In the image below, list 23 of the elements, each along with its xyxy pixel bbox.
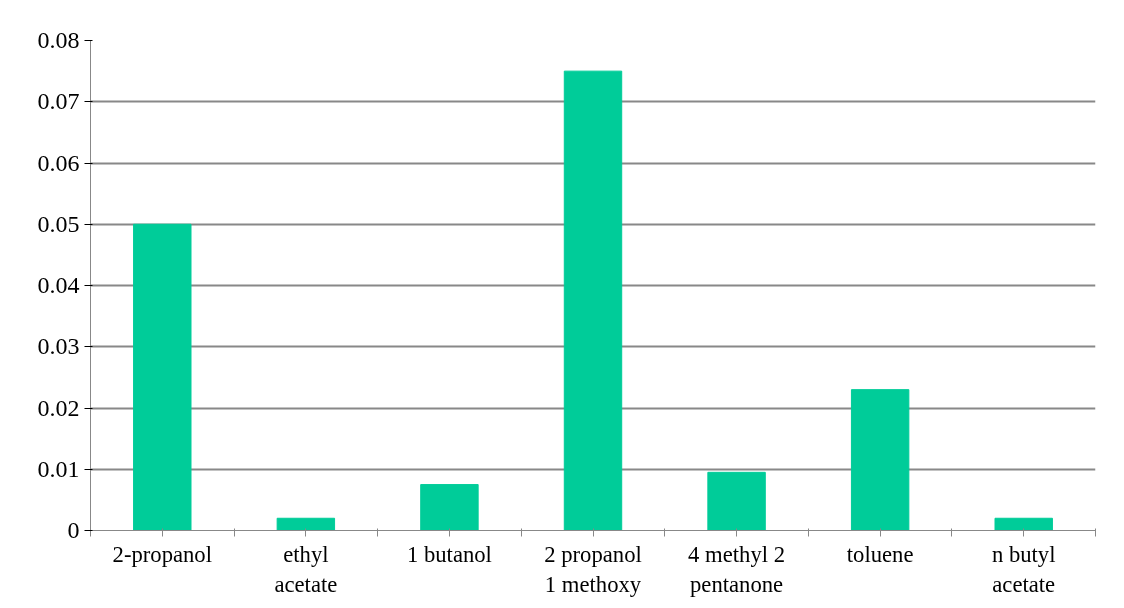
- y-tick-label: 0.04: [37, 272, 80, 298]
- bar: [420, 484, 479, 531]
- bar: [563, 70, 623, 531]
- bar: [276, 517, 336, 531]
- bar: [850, 389, 910, 531]
- x-tick-label: ethyl acetate: [274, 541, 338, 597]
- y-tick-label: 0.07: [37, 88, 80, 115]
- y-tick-label: 0.05: [37, 210, 80, 237]
- y-tick-label: 0.02: [37, 394, 80, 421]
- bar: [994, 517, 1053, 531]
- bar: [133, 223, 192, 531]
- y-tick-label: 0.01: [37, 455, 80, 482]
- x-tick-label: toluene: [846, 541, 914, 567]
- x-tick-label: n butyl acetate: [991, 541, 1056, 597]
- y-tick-label: 0.08: [37, 27, 80, 53]
- y-tick-label: 0: [67, 517, 80, 543]
- bar: [707, 471, 766, 531]
- y-tick-label: 0.03: [37, 333, 80, 360]
- x-tick-label: 4 methyl 2 pentanone: [688, 541, 786, 597]
- y-tick-label: 0.06: [37, 149, 80, 176]
- x-tick-label: 2-propanol: [112, 541, 212, 567]
- x-tick-label: 1 butanol: [406, 541, 492, 567]
- x-tick-label: 2 propanol 1 methoxy: [544, 541, 642, 597]
